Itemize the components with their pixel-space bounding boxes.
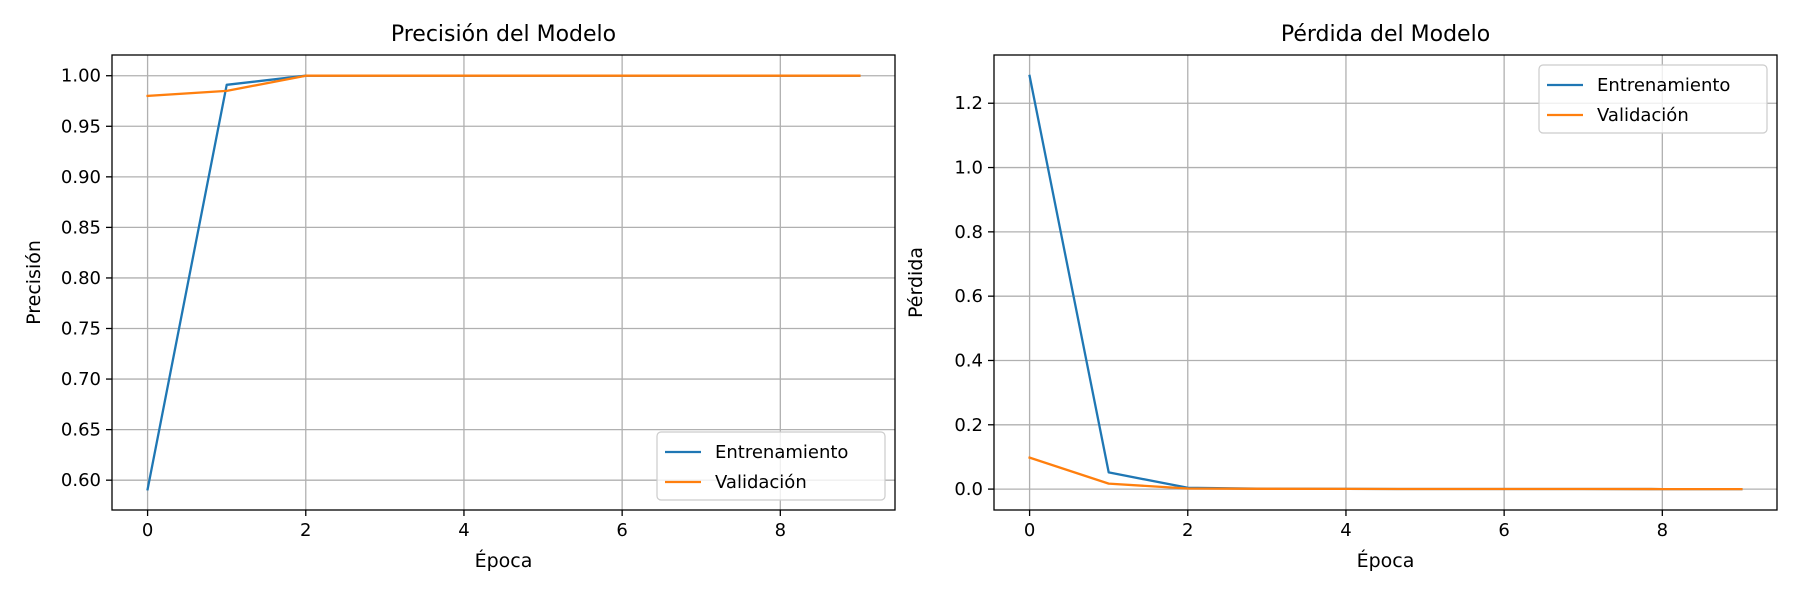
- y-axis-label: Pérdida: [905, 247, 927, 318]
- legend-label: Validación: [715, 472, 807, 493]
- y-tick-label: 0.4: [954, 350, 983, 371]
- x-tick-label: 2: [300, 520, 311, 541]
- x-tick-label: 6: [1498, 520, 1509, 541]
- series-line-validation: [146, 74, 861, 98]
- x-tick-label: 8: [775, 520, 786, 541]
- series-line-train: [1028, 74, 1743, 491]
- y-tick-label: 0.8: [954, 222, 983, 243]
- plot-frame: [111, 54, 896, 511]
- x-tick-label: 2: [1182, 520, 1193, 541]
- x-tick-label: 0: [142, 520, 153, 541]
- x-tick-label: 6: [616, 520, 627, 541]
- legend-label: Entrenamiento: [715, 442, 848, 463]
- y-tick-label: 1.2: [954, 93, 983, 114]
- x-axis-label: Época: [475, 549, 533, 572]
- x-axis-label: Época: [1357, 549, 1415, 572]
- legend-box: [1538, 64, 1768, 134]
- loss-chart: 0 2 4 6 8 0.0 0.2 0.4 0.6 0.8 1.0 1.2 Pérdida del Mo…: [905, 22, 1778, 572]
- y-tick-label: 0.70: [61, 369, 101, 390]
- chart-title: Precisión del Modelo: [391, 22, 616, 47]
- x-tick-label: 8: [1657, 520, 1668, 541]
- y-tick-label: 0.75: [61, 319, 101, 340]
- x-tick-label: 0: [1024, 520, 1035, 541]
- y-tick-label: 1.0: [954, 158, 983, 179]
- legend-label: Validación: [1597, 105, 1689, 126]
- x-tick-label: 4: [458, 520, 469, 541]
- series-line-train: [146, 74, 861, 491]
- chart-title: Pérdida del Modelo: [1281, 22, 1490, 47]
- y-tick-label: 1.00: [61, 66, 101, 87]
- y-tick-label: 0.2: [954, 415, 983, 436]
- accuracy-chart: 0 2 4 6 8 0.60 0.65 0.70 0.75 0.80 0.85 0.90 0.95 1.0…: [23, 22, 896, 572]
- y-tick-label: 0.90: [61, 167, 101, 188]
- plot-frame: [993, 54, 1778, 511]
- y-axis-label: Precisión: [23, 240, 45, 325]
- legend-label: Entrenamiento: [1597, 75, 1730, 96]
- x-tick-label: 4: [1340, 520, 1351, 541]
- y-tick-label: 0.0: [954, 479, 983, 500]
- series-line-validation: [1028, 456, 1743, 491]
- y-tick-label: 0.95: [61, 116, 101, 137]
- y-tick-label: 0.6: [954, 286, 983, 307]
- y-tick-label: 0.65: [61, 420, 101, 441]
- y-tick-label: 0.60: [61, 470, 101, 491]
- legend: Entrenamiento Validación: [656, 431, 886, 501]
- legend-box: [656, 431, 886, 501]
- y-tick-label: 0.80: [61, 268, 101, 289]
- y-tick-label: 0.85: [61, 217, 101, 238]
- legend: Entrenamiento Validación: [1538, 64, 1768, 134]
